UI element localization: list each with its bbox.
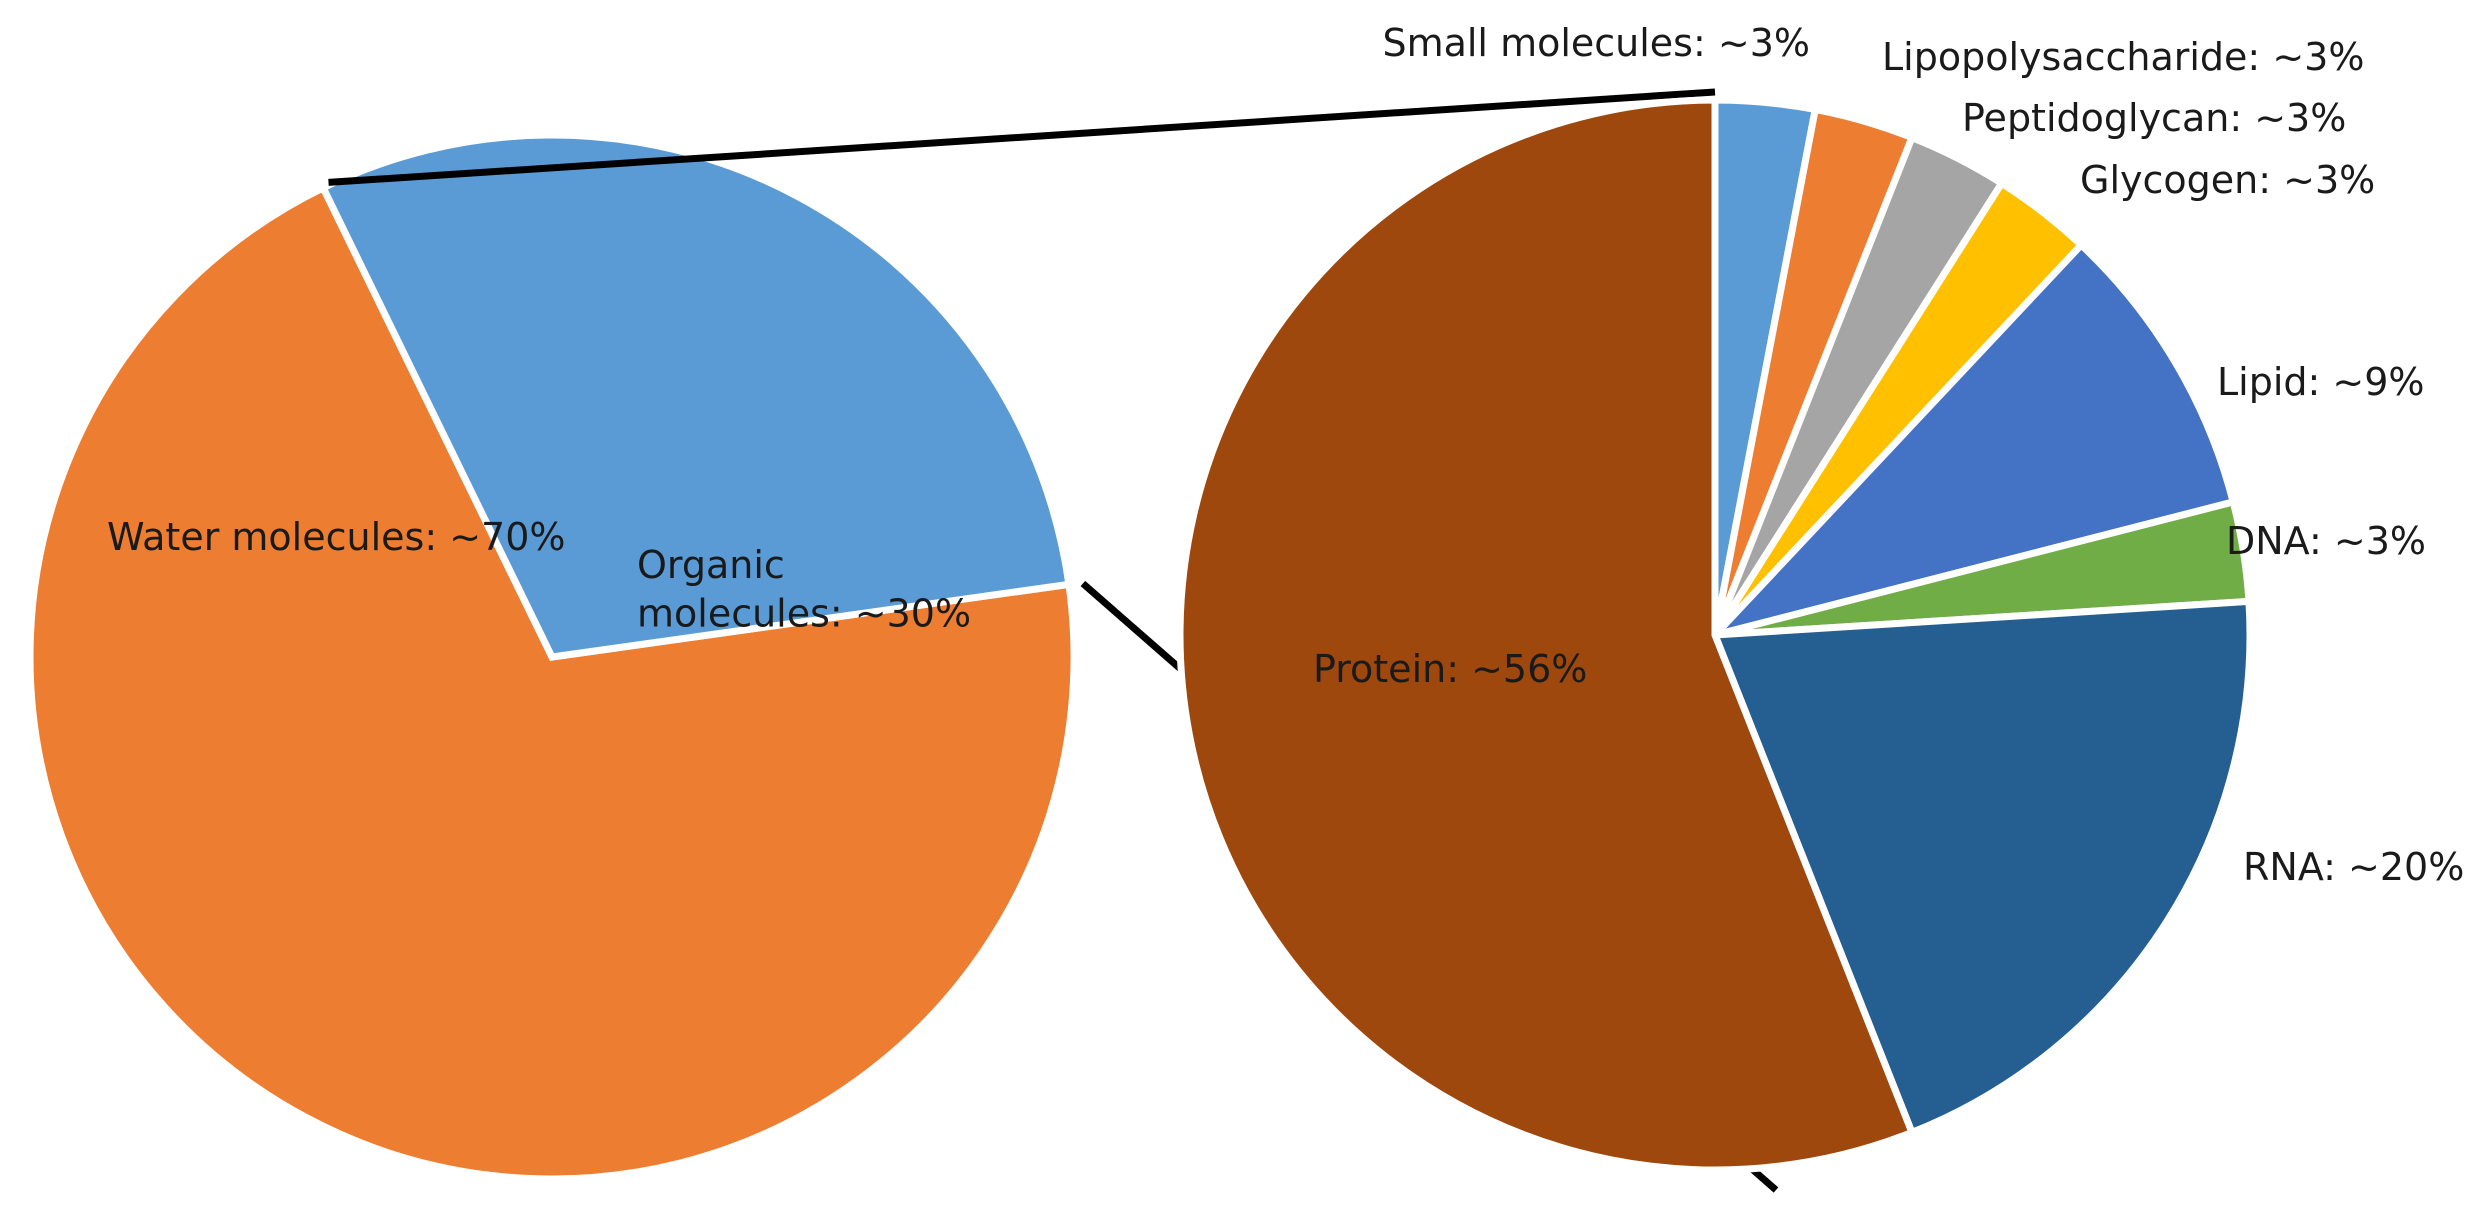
data-label-dna: DNA: ~3% xyxy=(2226,519,2426,563)
right-pie xyxy=(1176,96,2254,1174)
data-label-lipid: Lipid: ~9% xyxy=(2217,360,2425,404)
slice-water-molecules xyxy=(26,183,1078,1183)
slice-rna xyxy=(1709,597,2254,1137)
slice-organic-molecules xyxy=(318,131,1073,661)
connector-top xyxy=(328,88,1716,186)
data-label-protein: Protein: ~56% xyxy=(1313,647,1587,691)
data-label-peptidoglycan: Peptidoglycan: ~3% xyxy=(1962,96,2346,140)
data-label-small-molecules: Small molecules: ~3% xyxy=(1382,21,1810,65)
slice-lipid xyxy=(1704,240,2238,642)
data-label-water-molecules: Water molecules: ~70% xyxy=(107,515,566,559)
slice-labels: Water molecules: ~70% Organic molecules: ~… xyxy=(107,21,2464,889)
data-label-lipopolysaccharide: Lipopolysaccharide: ~3% xyxy=(1882,35,2364,79)
left-pie xyxy=(26,131,1078,1183)
data-label-organic-molecules: Organic molecules: ~30% xyxy=(637,543,971,636)
slice-protein xyxy=(1176,96,1917,1174)
data-label-glycogen: Glycogen: ~3% xyxy=(2080,158,2375,202)
data-label-rna: RNA: ~20% xyxy=(2243,845,2464,889)
